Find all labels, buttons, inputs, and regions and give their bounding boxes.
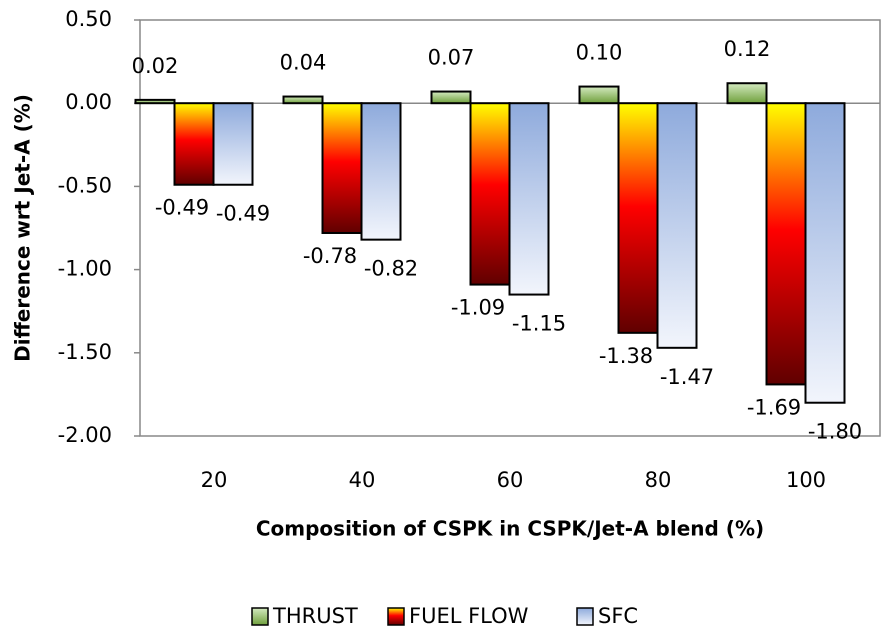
data-label: -1.47 [660, 365, 714, 389]
y-tick-label: 0.00 [65, 90, 112, 114]
x-tick-label: 60 [497, 468, 524, 492]
bar [508, 102, 550, 296]
y-tick-label: -1.50 [58, 340, 112, 364]
data-label: 0.12 [724, 37, 771, 61]
legend-label: SFC [598, 604, 638, 628]
x-tick-label: 20 [201, 468, 228, 492]
bar [804, 102, 846, 404]
y-tick-label: -2.00 [58, 423, 112, 447]
bar [212, 102, 254, 186]
plot-area [139, 19, 881, 437]
y-axis-title: Difference wrt Jet-A (%) [11, 94, 35, 362]
data-label: -0.49 [216, 202, 270, 226]
data-label: 0.07 [428, 46, 475, 70]
bar [578, 85, 620, 105]
data-label: 0.04 [280, 51, 327, 75]
y-tick-label: -0.50 [58, 173, 112, 197]
x-tick-label: 80 [645, 468, 672, 492]
bar [282, 95, 324, 105]
legend-label: FUEL FLOW [409, 604, 529, 628]
data-label: -1.09 [451, 296, 505, 320]
data-label: -1.69 [747, 395, 801, 419]
data-label: 0.02 [132, 54, 179, 78]
x-tick-label: 100 [786, 468, 826, 492]
bar [134, 98, 176, 105]
bar [765, 102, 807, 386]
data-label: -0.82 [364, 257, 418, 281]
bar [617, 102, 659, 334]
data-label: 0.10 [576, 41, 623, 65]
legend-swatch [576, 607, 594, 626]
x-axis-title: Composition of CSPK in CSPK/Jet-A blend … [256, 517, 764, 541]
bar [321, 102, 363, 234]
bar [656, 102, 698, 349]
x-tick-label: 40 [349, 468, 376, 492]
bar [726, 82, 768, 105]
bar [360, 102, 402, 241]
y-tick-label: -1.00 [58, 257, 112, 281]
legend-swatch [251, 607, 269, 626]
bar [430, 90, 472, 105]
data-label: -0.78 [303, 244, 357, 268]
legend-label: THRUST [272, 604, 358, 628]
data-label: -1.80 [808, 420, 862, 444]
legend-swatch [387, 607, 405, 626]
bar [173, 102, 215, 186]
bar [469, 102, 511, 286]
data-label: -0.49 [155, 196, 209, 220]
data-label: -1.38 [599, 344, 653, 368]
y-tick-label: 0.50 [65, 7, 112, 31]
data-label: -1.15 [512, 312, 566, 336]
